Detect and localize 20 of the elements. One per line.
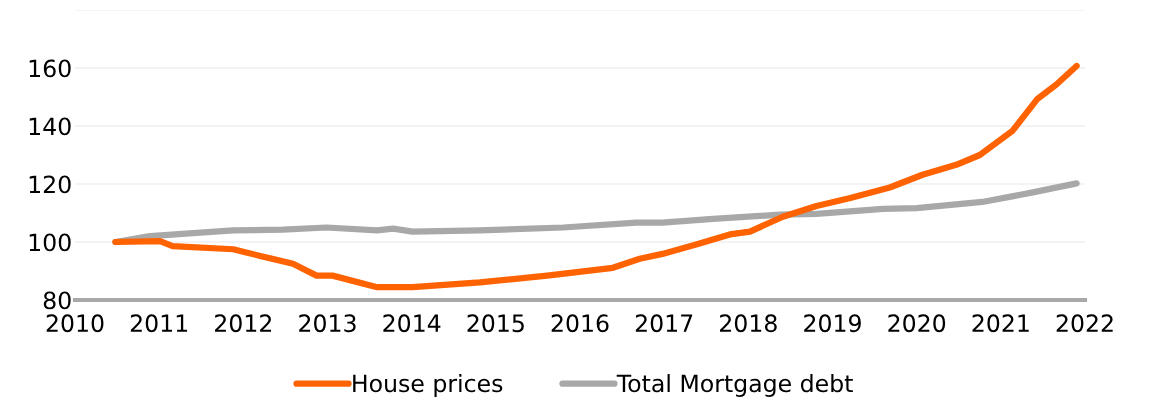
x-tick-label: 2020 (888, 314, 946, 333)
y-tick-label: 100 (29, 233, 71, 252)
x-tick-label: 2018 (720, 314, 777, 333)
x-tick-label: 2012 (215, 314, 272, 333)
y-tick-label: 80 (43, 291, 71, 310)
x-tick-label: 2019 (804, 314, 861, 333)
y-tick-label: 140 (29, 117, 71, 136)
x-tick-label: 2011 (130, 314, 188, 333)
y-tick-label: 120 (29, 175, 71, 194)
x-tick-label: 2022 (1056, 314, 1113, 333)
legend-label: Total Mortgage debt (616, 374, 853, 397)
legend-label: House prices (353, 374, 503, 397)
x-tick-label: 2021 (972, 314, 1029, 333)
x-tick-label: 2016 (551, 314, 609, 333)
x-tick-label: 2013 (299, 314, 356, 333)
x-tick-label: 2014 (383, 314, 441, 333)
x-tick-label: 2017 (635, 314, 693, 333)
x-tick-label: 2015 (467, 314, 524, 333)
x-tick-label: 2010 (46, 314, 104, 333)
y-tick-label: 160 (29, 59, 71, 78)
